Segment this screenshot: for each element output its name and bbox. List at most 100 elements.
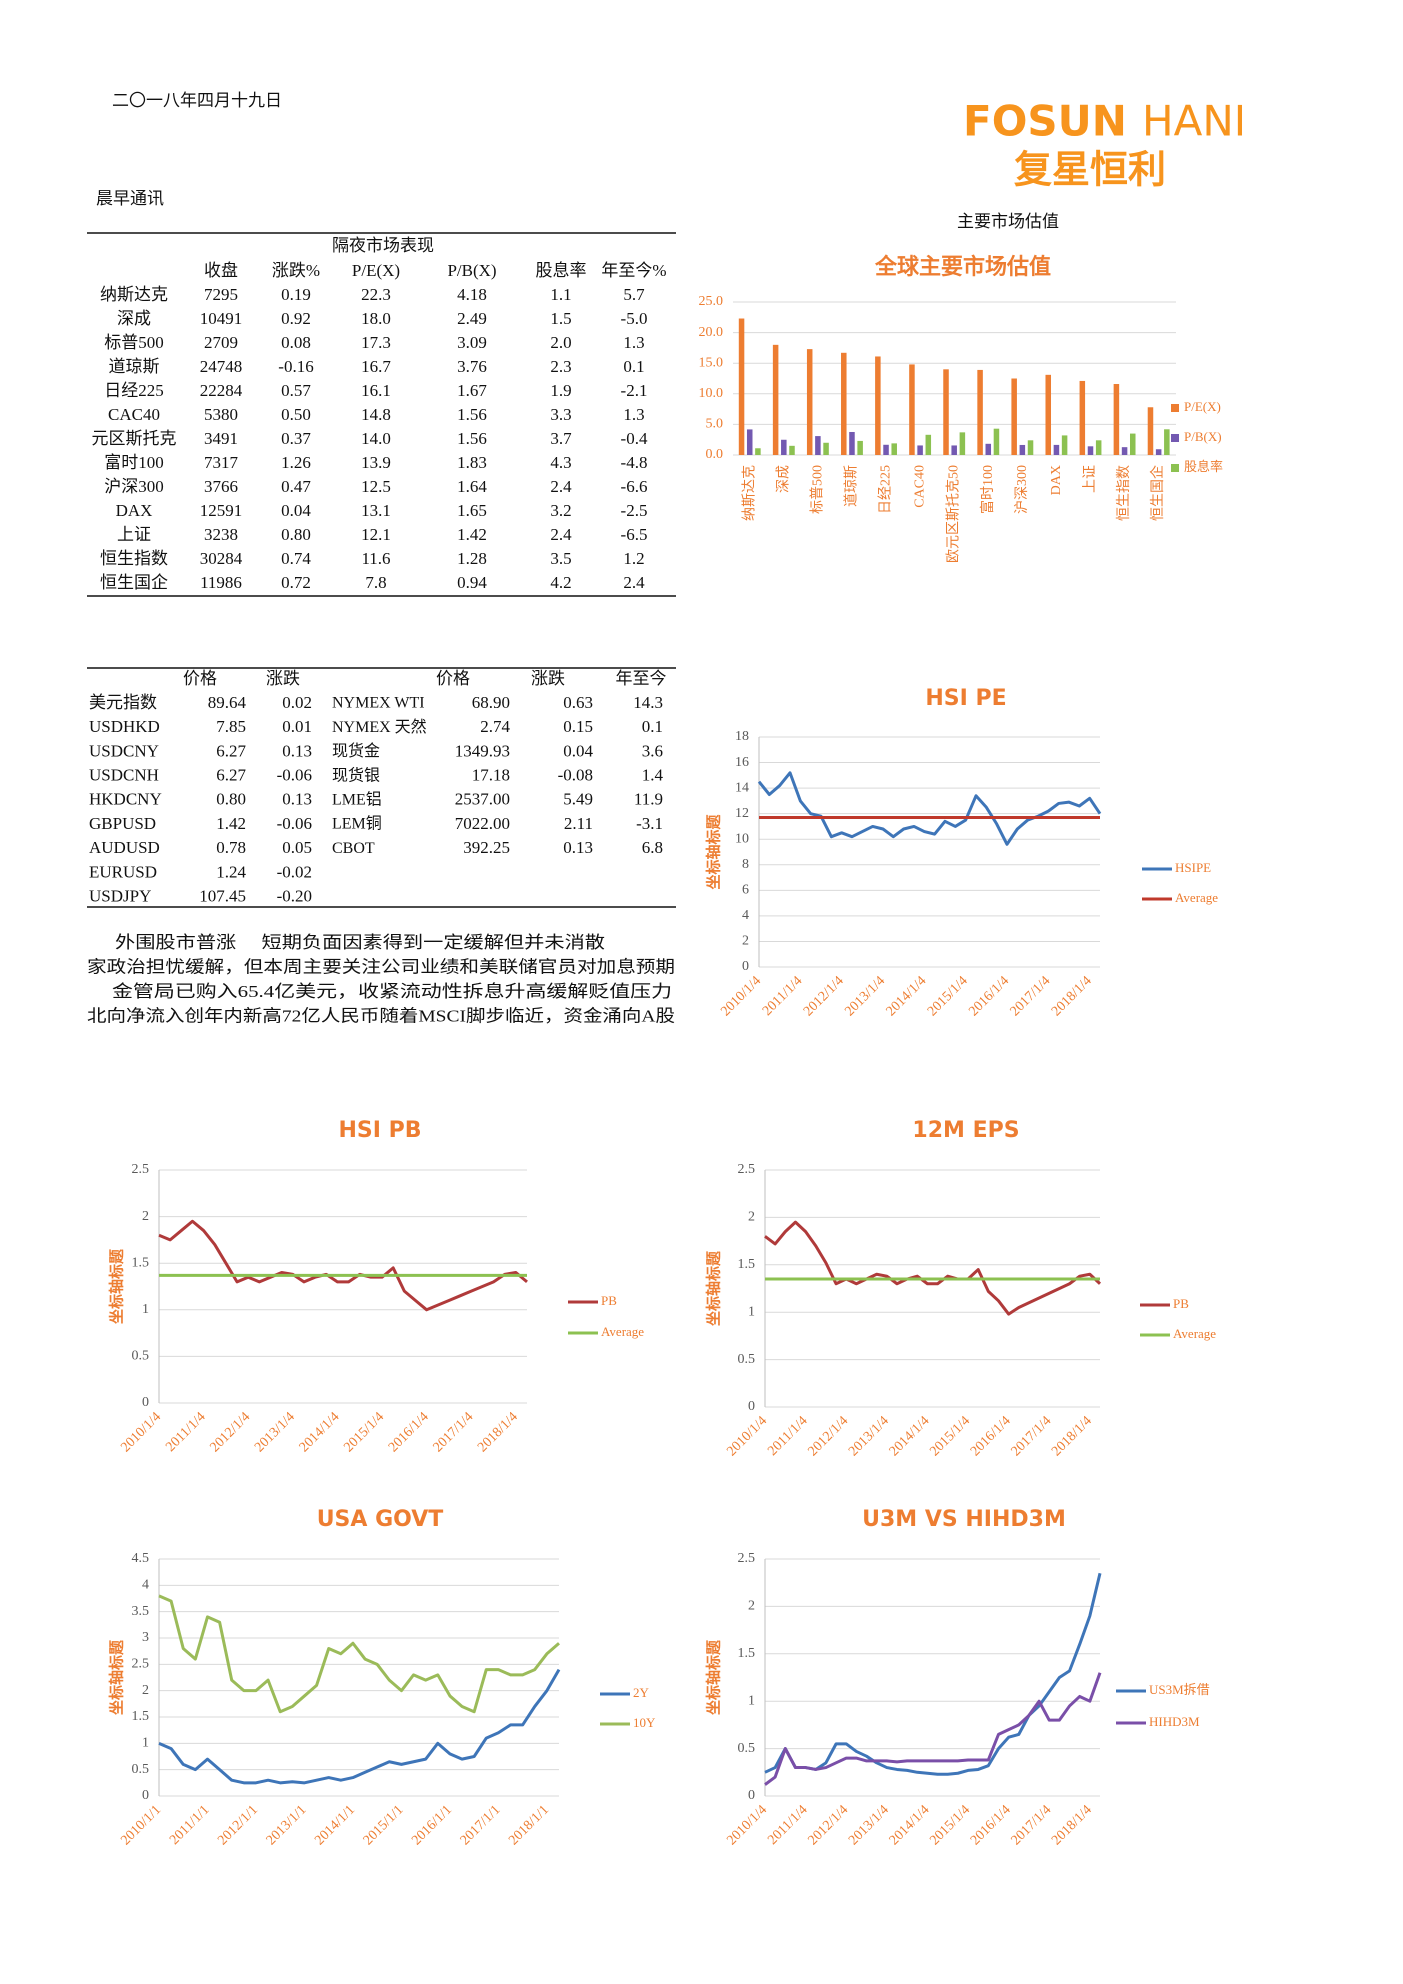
x-tick-label: 2014/1/4 — [884, 973, 930, 1019]
table-cell: 3.3 — [550, 405, 571, 424]
bar — [1164, 429, 1170, 455]
table-cell: -5.0 — [621, 309, 648, 328]
table-cell: 5.7 — [623, 285, 645, 304]
y-axis-title: 坐标轴标题 — [705, 1250, 723, 1326]
table-cell: 1.67 — [457, 381, 487, 400]
x-tick-label: 2010/1/4 — [118, 1409, 164, 1455]
bar — [943, 369, 949, 455]
y-tick-label: 1.5 — [738, 1257, 756, 1272]
table-cell: 0.50 — [281, 405, 311, 424]
x-tick-label: 2017/1/4 — [1009, 1802, 1055, 1848]
y-tick-label: 3 — [142, 1630, 149, 1645]
table-cell: 1.3 — [623, 333, 644, 352]
bar — [789, 445, 795, 455]
table-cell: 1.65 — [457, 501, 487, 520]
bar — [1045, 374, 1052, 455]
table-cell: CBOT — [332, 840, 375, 857]
table-cell: 10491 — [200, 309, 243, 328]
table-cell: 0.05 — [282, 838, 312, 857]
chart-title: 全球主要市场估值 — [874, 254, 1051, 280]
table-cell: -6.6 — [621, 477, 648, 496]
table-cell: 0.63 — [563, 693, 593, 712]
table-cell: 标普500 — [104, 333, 164, 352]
table-cell: -0.4 — [621, 429, 648, 448]
table-cell: USDJPY — [89, 887, 151, 906]
y-tick-label: 0 — [748, 1399, 755, 1414]
table-cell: 0.19 — [281, 285, 311, 304]
y-tick-label: 0.5 — [738, 1352, 756, 1367]
y-tick-label: 0.5 — [132, 1762, 150, 1777]
table-cell: 美元指数 — [89, 693, 157, 712]
table-cell: 0.01 — [282, 717, 312, 736]
x-tick-label: 2017/1/4 — [431, 1409, 477, 1455]
table-header: 价格 — [436, 669, 470, 688]
y-axis-title: 坐标轴标题 — [108, 1639, 126, 1715]
table-cell: 11.9 — [634, 790, 663, 809]
y-tick-label: 2 — [742, 934, 749, 949]
table-cell: LEM铜 — [332, 815, 382, 833]
table-cell: 13.9 — [361, 453, 391, 472]
y-tick-label: 12 — [735, 806, 749, 821]
bar — [738, 318, 745, 455]
y-tick-label: 2 — [748, 1599, 755, 1614]
x-tick-label: 2011/1/4 — [765, 1413, 810, 1458]
table-cell: 1.26 — [281, 453, 311, 472]
y-tick-label: 0 — [748, 1788, 755, 1803]
table-cell: USDHKD — [89, 717, 160, 736]
legend-label: 2Y — [633, 1685, 650, 1700]
table-cell: 2537.00 — [455, 790, 510, 809]
x-tick-label: 2018/1/4 — [1049, 973, 1095, 1019]
table-cell: 392.25 — [463, 838, 510, 857]
y-axis-title: 坐标轴标题 — [705, 814, 723, 890]
x-tick-label: 深成 — [775, 465, 791, 493]
x-tick-label: 上证 — [1082, 465, 1098, 493]
legend-label: PB — [601, 1293, 617, 1308]
section-title: 晨早通讯 — [96, 189, 164, 208]
y-tick-label: 0 — [142, 1395, 149, 1410]
x-tick-label: 2017/1/4 — [1008, 973, 1054, 1019]
x-tick-label: 2018/1/1 — [506, 1802, 552, 1848]
table-cell: 2.3 — [550, 357, 571, 376]
x-tick-label: 2010/1/4 — [718, 973, 764, 1019]
bar — [1053, 444, 1060, 455]
legend-label: US3M拆借 — [1149, 1682, 1210, 1697]
table-cell: 14.8 — [361, 405, 391, 424]
table-cell: 0.37 — [281, 429, 311, 448]
bar — [1061, 435, 1068, 455]
y-tick-label: 15.0 — [699, 355, 724, 370]
line-series — [764, 1672, 1102, 1786]
table-cell: 7295 — [204, 285, 238, 304]
y-tick-label: 2.5 — [738, 1162, 756, 1177]
bar — [985, 443, 992, 455]
y-tick-label: 1 — [142, 1302, 149, 1317]
table-header: 涨跌% — [272, 261, 320, 280]
table-header: P/B(X) — [447, 261, 496, 280]
table-cell: 富时100 — [104, 453, 164, 472]
bar — [1087, 446, 1094, 455]
note-line: 金管局已购入65.4亿美元，收紧流动性拆息升高缓解贬值压力 — [112, 982, 672, 1001]
table-cell: 4.2 — [550, 573, 571, 592]
table-cell: 2.4 — [550, 525, 572, 544]
table-cell: 0.1 — [623, 357, 644, 376]
table-cell: 1349.93 — [455, 741, 510, 760]
bar — [772, 344, 779, 455]
table-cell: -6.5 — [621, 525, 648, 544]
table-cell: -3.1 — [636, 814, 663, 833]
table-cell: 6.27 — [216, 741, 246, 760]
y-tick-label: 1 — [142, 1736, 149, 1751]
table-cell: 0.04 — [281, 501, 311, 520]
table-cell: 3.76 — [457, 357, 487, 376]
note-line: 外围股市普涨 短期负面因素得到一定缓解但并未消散 — [115, 933, 605, 952]
x-tick-label: 沪深300 — [1014, 465, 1030, 514]
chart-title: HSI PB — [339, 1118, 422, 1143]
x-tick-label: 2014/1/1 — [312, 1802, 358, 1848]
legend-label: P/B(X) — [1184, 429, 1222, 444]
y-tick-label: 10.0 — [699, 386, 724, 401]
y-tick-label: 16 — [735, 755, 749, 770]
date: 二〇一八年四月十九日 — [112, 91, 282, 110]
y-tick-label: 8 — [742, 857, 749, 872]
table-cell: EURUSD — [89, 862, 157, 881]
table-cell: 12.1 — [361, 525, 391, 544]
table-cell: 2.4 — [623, 573, 645, 592]
table-cell: 7022.00 — [455, 814, 510, 833]
